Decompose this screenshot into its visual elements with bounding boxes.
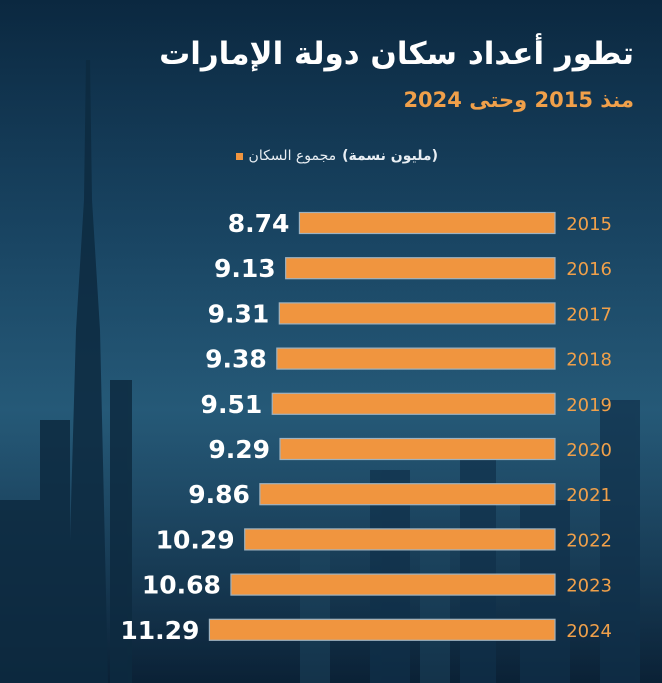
bar-2024 <box>208 618 556 641</box>
category-label-2019: 2019 <box>566 395 612 416</box>
value-label-2016: 9.13 <box>214 254 276 283</box>
bar-2020 <box>279 437 556 461</box>
legend-unit: (مليون نسمة) <box>342 148 438 164</box>
bar-2018 <box>276 347 556 370</box>
value-label-2020: 9.29 <box>208 435 270 464</box>
value-label-2022: 10.29 <box>156 525 235 554</box>
value-label-2017: 9.31 <box>208 299 270 328</box>
category-label-2023: 2023 <box>566 576 612 597</box>
chart-subtitle: منذ 2015 وحتى 2024 <box>403 88 634 112</box>
legend: مجموع السكان (مليون نسمة) <box>235 148 438 164</box>
category-label-2022: 2022 <box>566 530 612 551</box>
value-label-2021: 9.86 <box>188 480 250 509</box>
value-label-2019: 9.51 <box>201 390 263 419</box>
value-label-2018: 9.38 <box>205 345 267 374</box>
category-label-2018: 2018 <box>566 350 612 371</box>
value-label-2024: 11.29 <box>120 616 199 645</box>
bar-2022 <box>244 528 556 551</box>
value-label-2023: 10.68 <box>142 571 221 600</box>
category-label-2016: 2016 <box>566 259 612 280</box>
category-label-2021: 2021 <box>566 485 612 506</box>
bar-2021 <box>259 483 556 506</box>
bar-2019 <box>271 392 556 415</box>
chart-title: تطور أعداد سكان دولة الإمارات <box>159 36 634 72</box>
value-label-2015: 8.74 <box>228 209 290 238</box>
legend-swatch <box>235 152 243 160</box>
bar-2015 <box>298 211 556 235</box>
category-label-2017: 2017 <box>566 304 612 325</box>
bar-2023 <box>230 573 556 596</box>
category-label-2024: 2024 <box>566 621 612 642</box>
bar-2016 <box>285 257 556 280</box>
category-label-2015: 2015 <box>566 214 612 235</box>
category-label-2020: 2020 <box>566 440 612 461</box>
legend-label: مجموع السكان <box>248 148 337 164</box>
bar-2017 <box>278 302 556 325</box>
